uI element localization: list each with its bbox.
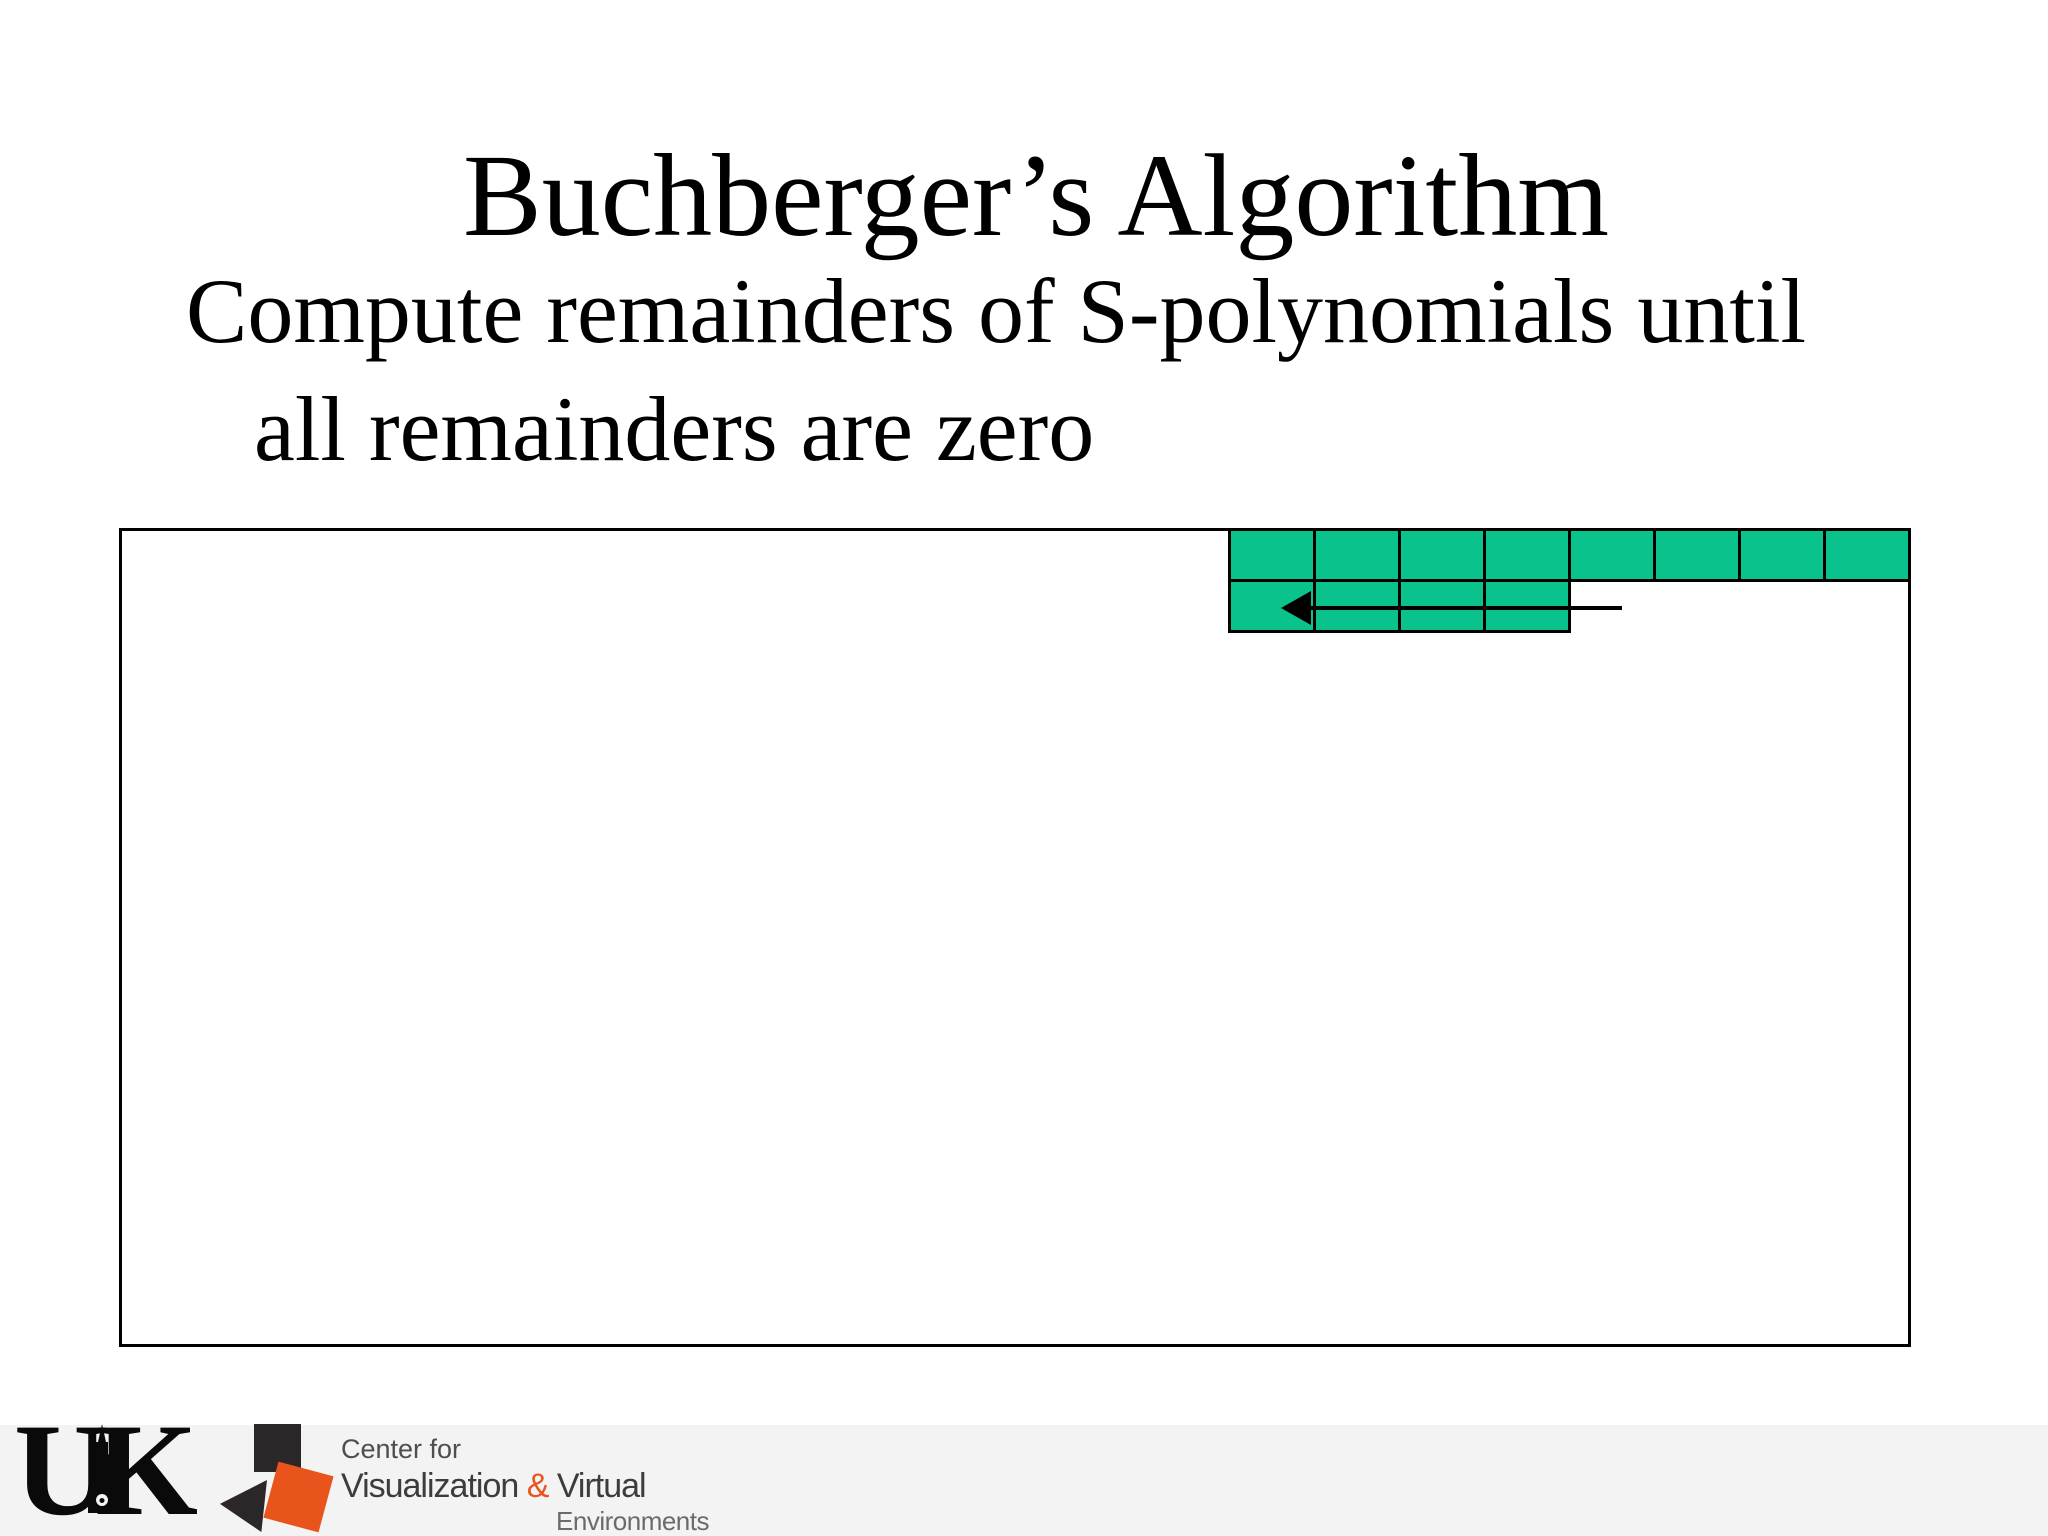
- left-triangle-icon: [220, 1480, 267, 1532]
- cvve-word-visualization: Visualization: [341, 1467, 527, 1505]
- green-cell: [1228, 528, 1316, 582]
- cvve-ampersand: &: [526, 1467, 550, 1505]
- slide-subtitle: Compute remainders of S-polynomials unti…: [186, 252, 1806, 488]
- green-cell: [1738, 528, 1826, 582]
- cvve-logo: Center for Visualization & Virtual Envir…: [200, 1400, 760, 1536]
- green-cell: [1313, 528, 1401, 582]
- diagram-box: [119, 528, 1911, 1347]
- slide-title: Buchberger’s Algorithm: [462, 130, 1609, 261]
- cvve-word-virtual: Virtual: [548, 1467, 647, 1505]
- green-cell: [1398, 528, 1486, 582]
- left-arrow-line: [1306, 606, 1622, 610]
- cvve-line-environments: Environments: [556, 1506, 709, 1536]
- left-arrow-icon: [1281, 591, 1311, 625]
- cvve-line-center-for: Center for: [341, 1434, 462, 1464]
- cvve-line-visualization-virtual: Visualization & Virtual: [341, 1467, 709, 1506]
- footer-strip: [0, 1425, 2048, 1536]
- orange-square-icon: [263, 1461, 334, 1533]
- subtitle-line-1: Compute remainders of S-polynomials unti…: [186, 260, 1807, 362]
- green-cell-grid: [1228, 528, 1911, 633]
- tower-icon: [88, 1424, 116, 1513]
- subtitle-line-2: all remainders are zero: [254, 378, 1095, 480]
- green-cell: [1653, 528, 1741, 582]
- green-cell-row: [1228, 528, 1911, 582]
- green-cell: [1823, 528, 1911, 582]
- green-cell: [1568, 528, 1656, 582]
- green-cell: [1483, 528, 1571, 582]
- cvve-text: Center for Visualization & Virtual Envir…: [341, 1434, 710, 1536]
